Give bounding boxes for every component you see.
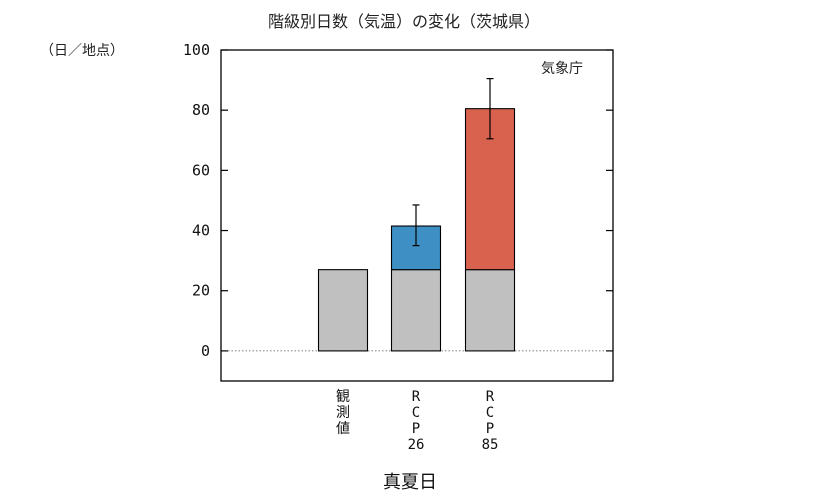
source-label: 気象庁 xyxy=(541,61,583,77)
category-label-obs: 観 xyxy=(336,388,350,405)
category-label-rcp26: R xyxy=(412,389,421,405)
plot-area xyxy=(220,49,614,382)
y-tick-label: 100 xyxy=(183,41,210,59)
category-label-rcp26: P xyxy=(412,421,420,437)
category-label-rcp85: C xyxy=(486,405,494,421)
category-label-rcp26: 26 xyxy=(408,437,425,453)
category-label-obs: 測 xyxy=(336,405,350,421)
category-label-rcp85: P xyxy=(486,421,494,437)
bar-baseline-rcp85 xyxy=(464,269,516,352)
category-label-rcp26: C xyxy=(412,405,420,421)
y-tick-label: 60 xyxy=(192,161,210,179)
y-axis: 0 20 40 60 80 100 xyxy=(183,41,613,360)
bar-baseline-rcp26 xyxy=(390,269,442,352)
category-label-rcp85: R xyxy=(486,389,495,405)
y-tick-label: 20 xyxy=(192,282,210,300)
bar-baseline-obs xyxy=(317,269,369,352)
x-axis-title: 真夏日 xyxy=(383,472,437,493)
category-label-rcp85: 85 xyxy=(482,437,499,453)
y-tick-label: 40 xyxy=(192,222,210,240)
error-bars xyxy=(412,77,494,247)
y-tick-label: 0 xyxy=(201,342,210,360)
y-axis-unit-label: （日／地点） xyxy=(40,43,124,59)
y-tick-label: 80 xyxy=(192,101,210,119)
chart-title: 階級別日数（気温）の変化（茨城県） xyxy=(268,12,540,31)
category-label-obs: 値 xyxy=(336,421,350,437)
